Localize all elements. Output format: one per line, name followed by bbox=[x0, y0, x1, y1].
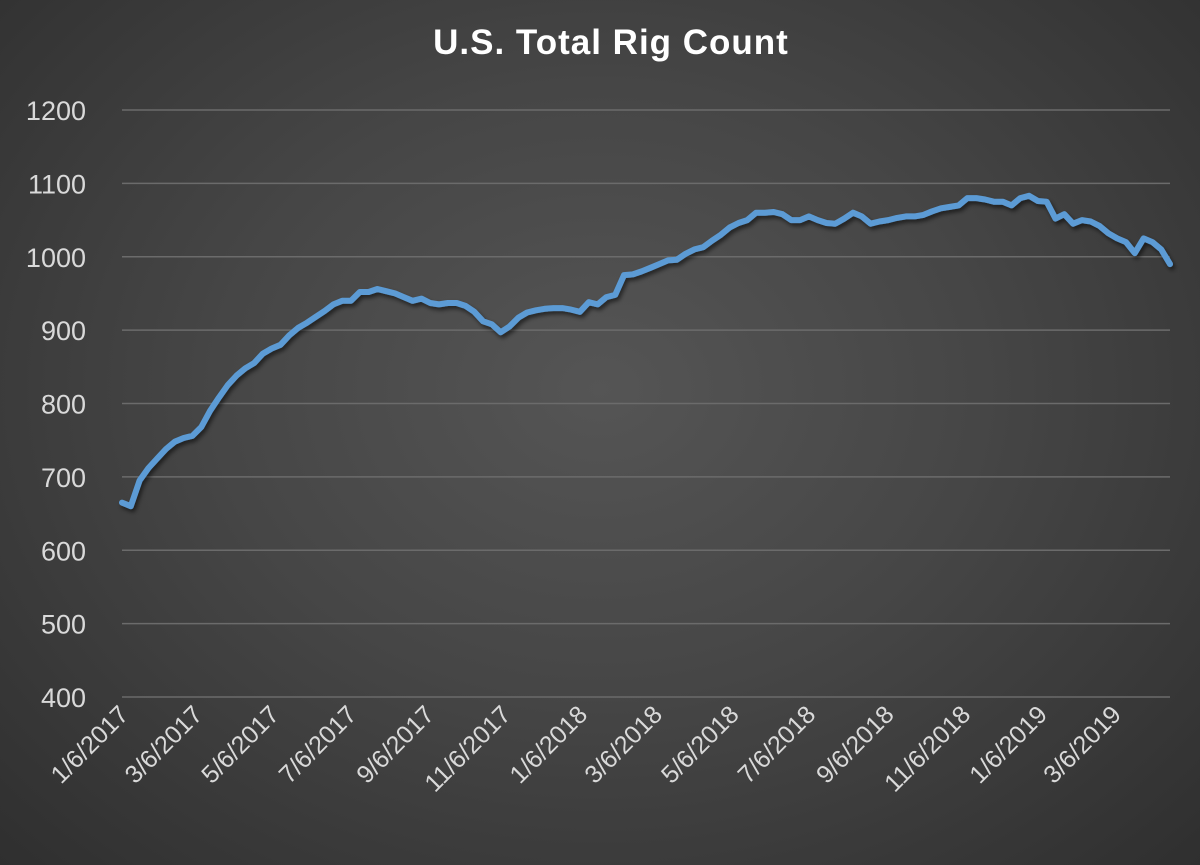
series-line bbox=[119, 192, 1173, 510]
x-tick-label: 1/6/2019 bbox=[964, 700, 1053, 789]
x-tick-label: 5/6/2018 bbox=[656, 700, 745, 789]
series-group bbox=[119, 192, 1173, 510]
y-tick-label: 900 bbox=[41, 316, 86, 346]
y-tick-label: 1100 bbox=[28, 169, 86, 199]
x-axis: 1/6/20173/6/20175/6/20177/6/20179/6/2017… bbox=[46, 700, 1127, 797]
x-tick-label: 7/6/2017 bbox=[274, 700, 363, 789]
x-tick-label: 3/6/2017 bbox=[120, 700, 209, 789]
y-tick-label: 800 bbox=[41, 390, 86, 420]
x-tick-label: 3/6/2018 bbox=[579, 700, 668, 789]
y-tick-label: 1000 bbox=[26, 243, 86, 273]
x-tick-label: 3/6/2019 bbox=[1038, 700, 1127, 789]
gridlines bbox=[122, 109, 1170, 698]
y-tick-label: 400 bbox=[41, 683, 86, 713]
y-axis: 400 500 600 700 800 900 1000 1100 1200 bbox=[26, 96, 86, 713]
y-tick-label: 1200 bbox=[26, 96, 86, 126]
y-tick-label: 500 bbox=[41, 610, 86, 640]
x-tick-label: 5/6/2017 bbox=[196, 700, 285, 789]
y-tick-label: 700 bbox=[41, 463, 86, 493]
x-tick-label: 1/6/2018 bbox=[504, 700, 593, 789]
x-tick-label: 7/6/2018 bbox=[733, 700, 822, 789]
x-tick-label: 1/6/2017 bbox=[46, 700, 135, 789]
chart-title: U.S. Total Rig Count bbox=[433, 23, 789, 62]
y-tick-label: 600 bbox=[41, 536, 86, 566]
